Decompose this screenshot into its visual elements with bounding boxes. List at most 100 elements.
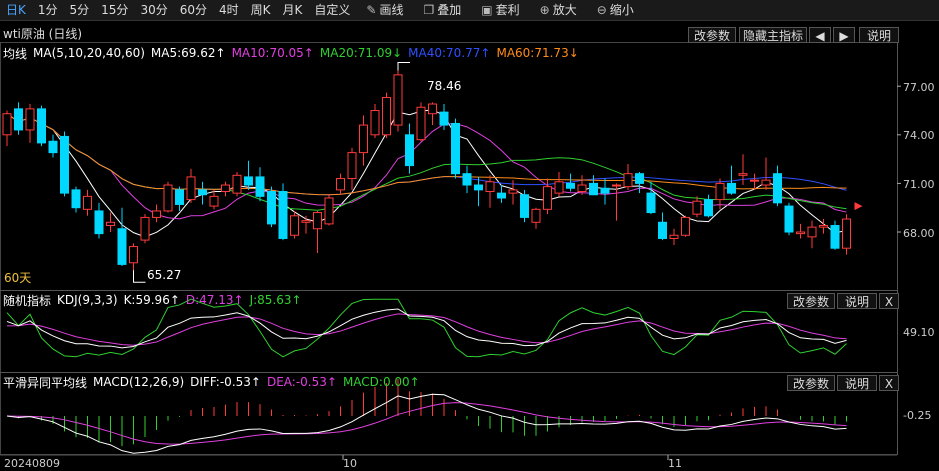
- main-panel-title: wti原油 (日线): [3, 26, 83, 41]
- macd-params-button[interactable]: 改参数: [787, 375, 835, 391]
- candle-down: [784, 205, 794, 233]
- candle-up: [152, 210, 161, 218]
- kdj-params: KDJ(9,3,3): [57, 293, 118, 307]
- low-price-label: 65.27: [147, 268, 182, 282]
- candle-down: [462, 173, 472, 186]
- candle-up: [669, 234, 679, 239]
- kdj-k-value: K:59.96↑: [123, 293, 180, 307]
- candle-down: [635, 173, 644, 184]
- zoom-in-icon: ⊕: [539, 3, 550, 17]
- candle-down: [497, 192, 506, 199]
- candle-down: [600, 187, 610, 194]
- candle-up: [359, 124, 368, 154]
- candle-up: [750, 179, 759, 182]
- kline-chart[interactable]: [0, 22, 939, 471]
- hide-main-indicator-button[interactable]: 隐藏主指标: [739, 27, 807, 43]
- tool-pencil-button[interactable]: ✎ 画线: [356, 0, 413, 20]
- candle-up: [842, 218, 851, 249]
- period-tab-6[interactable]: 4时: [219, 3, 239, 17]
- candle-down: [474, 184, 483, 191]
- macd-close-button[interactable]: X: [879, 375, 899, 391]
- ma5-line: [6, 109, 847, 238]
- tool-label: 缩小: [609, 3, 634, 17]
- ma40-line: [6, 113, 847, 196]
- candle-up: [129, 246, 138, 264]
- x-label-start: 20240809: [4, 457, 60, 470]
- candle-down: [658, 221, 667, 239]
- candle-down: [267, 191, 276, 225]
- x-label-nov: 11: [668, 457, 682, 470]
- main-params-button[interactable]: 改参数: [688, 27, 736, 43]
- kdj-k-line: [6, 308, 847, 349]
- kdj-d-value: D:47.13↑: [185, 293, 244, 307]
- candle-down: [646, 192, 656, 214]
- candle-up: [313, 212, 322, 230]
- candle-down: [117, 228, 127, 265]
- candle-down: [244, 176, 253, 186]
- kdj-y-tick: 49.10: [903, 326, 935, 339]
- period-tab-3[interactable]: 15分: [101, 3, 129, 17]
- candle-up: [715, 182, 725, 201]
- briefcase-icon: ▣: [481, 3, 493, 17]
- macd-macd-value: MACD:0.00↑: [342, 375, 420, 389]
- candle-down: [48, 140, 58, 154]
- candle-up: [416, 106, 426, 141]
- candle-up: [796, 231, 805, 235]
- candle-up: [290, 215, 299, 236]
- period-toolbar: 日K 1分 5分 15分 30分 60分 4时 周K 月K 自定义 ✎ 画线 ❐ 叠加 ▣ 套利 ⊕ 放大 ⊖ 缩小: [0, 0, 939, 21]
- period-tab-8[interactable]: 月K: [282, 3, 303, 17]
- tool-briefcase-button[interactable]: ▣ 套利: [471, 0, 529, 20]
- tool-zoom-in-button[interactable]: ⊕ 放大: [530, 0, 587, 20]
- period-tab-2[interactable]: 5分: [69, 3, 90, 17]
- ma10-line: [6, 113, 847, 220]
- high-marker-line: [397, 62, 410, 71]
- tool-layers-button[interactable]: ❐ 叠加: [413, 0, 471, 20]
- kdj-close-button[interactable]: X: [879, 293, 899, 309]
- candle-up: [83, 195, 92, 210]
- candle-up: [324, 197, 334, 225]
- kdj-params-button[interactable]: 改参数: [787, 293, 835, 309]
- kdj-j-line: [6, 298, 847, 358]
- candle-up: [738, 173, 748, 176]
- layers-icon: ❐: [423, 3, 435, 17]
- candle-down: [727, 182, 736, 194]
- candle-down: [255, 176, 265, 197]
- candle-down: [198, 189, 207, 196]
- ma40-value: MA40:70.77↑: [408, 46, 491, 60]
- scroll-left-button[interactable]: ◀: [809, 27, 831, 43]
- period-tab-5[interactable]: 60分: [179, 3, 207, 17]
- candle-up: [761, 179, 771, 186]
- ma-legend: 均线 MA(5,10,20,40,60) MA5:69.62↑ MA10:70.…: [3, 44, 585, 62]
- kdj-name: 随机指标: [3, 293, 52, 308]
- scroll-right-button[interactable]: ▶: [833, 27, 855, 43]
- ma-indicator-params: MA(5,10,20,40,60): [33, 46, 145, 60]
- candle-down: [589, 182, 598, 196]
- kdj-help-button[interactable]: 说明: [837, 293, 877, 309]
- macd-name: 平滑异同平均线: [3, 375, 88, 390]
- candle-up: [232, 174, 242, 194]
- candle-down: [520, 194, 529, 218]
- candle-up: [140, 216, 150, 241]
- candle-down: [71, 189, 81, 209]
- main-help-button[interactable]: 说明: [859, 27, 899, 43]
- candle-up: [382, 97, 391, 136]
- tool-zoom-out-button[interactable]: ⊖ 缩小: [587, 0, 644, 20]
- macd-dea-line: [6, 402, 847, 445]
- candle-up: [301, 220, 311, 223]
- tool-label: 叠加: [437, 3, 462, 17]
- period-tab-1[interactable]: 1分: [37, 3, 58, 17]
- period-tab-4[interactable]: 30分: [140, 3, 168, 17]
- candle-down: [94, 210, 104, 235]
- y-tick-74: 74.00: [903, 129, 935, 142]
- macd-y-tick: -0.25: [903, 409, 932, 422]
- ma-indicator-name: 均线: [3, 46, 28, 61]
- macd-help-button[interactable]: 说明: [837, 375, 877, 391]
- candle-down: [451, 122, 460, 175]
- period-tab-7[interactable]: 周K: [250, 3, 271, 17]
- period-tab-9[interactable]: 自定义: [314, 3, 351, 17]
- period-tab-0[interactable]: 日K: [6, 3, 26, 17]
- ma60-value: MA60:71.73↓: [496, 46, 579, 60]
- candle-up: [393, 74, 403, 126]
- y-tick-77: 77.00: [903, 81, 935, 94]
- macd-dea-value: DEA:-0.53↑: [266, 375, 337, 389]
